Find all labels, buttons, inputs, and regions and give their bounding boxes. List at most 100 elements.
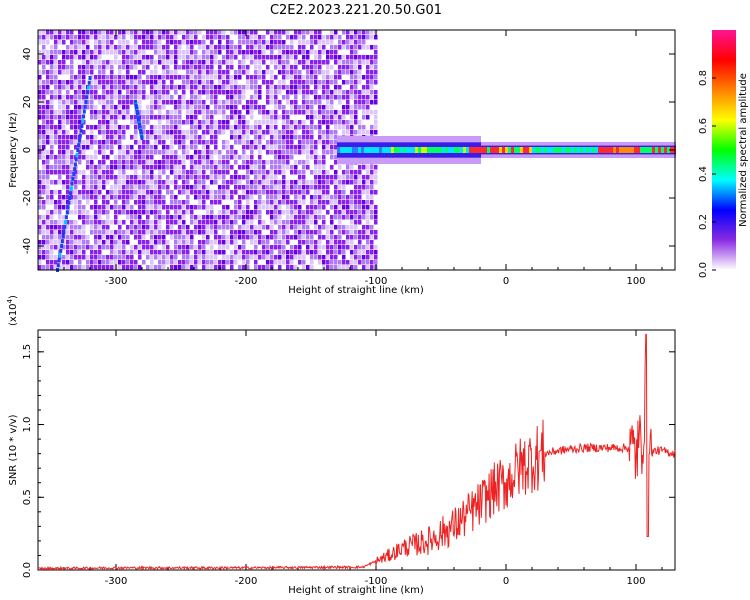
spectrogram-noise-cell: [362, 185, 366, 190]
spectrogram-noise-cell: [250, 150, 254, 155]
spectrogram-noise-cell: [338, 225, 342, 230]
spectrogram-noise-cell: [150, 255, 154, 260]
spectrogram-noise-cell: [154, 60, 158, 65]
spectrogram-noise-cell: [174, 135, 178, 140]
spectrogram-noise-cell: [202, 195, 206, 200]
spectrogram-noise-cell: [110, 250, 114, 255]
spectrogram-noise-cell: [190, 105, 194, 110]
spectrogram-noise-cell: [74, 45, 78, 50]
spectrogram-noise-cell: [46, 130, 50, 135]
spectrogram-noise-cell: [78, 200, 82, 205]
spectrogram-noise-cell: [66, 70, 70, 75]
spectrogram-noise-cell: [354, 85, 358, 90]
spectrogram-noise-cell: [46, 215, 50, 220]
spectrogram-noise-cell: [106, 115, 110, 120]
spectrogram-noise-cell: [310, 245, 314, 250]
spectrogram-noise-cell: [210, 155, 214, 160]
spectrogram-noise-cell: [278, 80, 282, 85]
spectrogram-noise-cell: [314, 195, 318, 200]
spectrogram-noise-cell: [270, 250, 274, 255]
spectrogram-noise-cell: [326, 180, 330, 185]
spectrogram-noise-cell: [66, 95, 70, 100]
spectrogram-noise-cell: [354, 255, 358, 260]
spectrogram-noise-cell: [342, 70, 346, 75]
spectrogram-noise-cell: [78, 235, 82, 240]
spectrogram-noise-cell: [74, 205, 78, 210]
spectrogram-noise-cell: [374, 65, 378, 70]
spectrogram-noise-cell: [250, 220, 254, 225]
spectrogram-noise-cell: [66, 155, 70, 160]
spectrogram-noise-cell: [254, 265, 258, 270]
spectrogram-noise-cell: [50, 70, 54, 75]
spectrogram-noise-cell: [182, 245, 186, 250]
spectrogram-noise-cell: [242, 55, 246, 60]
spectrogram-noise-cell: [338, 60, 342, 65]
spectrogram-noise-cell: [262, 115, 266, 120]
spectrogram-noise-cell: [306, 190, 310, 195]
spectrogram-noise-cell: [194, 185, 198, 190]
spectrogram-noise-cell: [278, 170, 282, 175]
spectrogram-noise-cell: [242, 125, 246, 130]
spectrogram-noise-cell: [218, 185, 222, 190]
spectrogram-noise-cell: [134, 235, 138, 240]
spectrogram-noise-cell: [42, 265, 46, 270]
spectrogram-noise-cell: [230, 155, 234, 160]
spectrogram-noise-cell: [258, 215, 262, 220]
spectrogram-noise-cell: [358, 95, 362, 100]
spectrogram-noise-cell: [278, 150, 282, 155]
spectrogram-noise-cell: [58, 160, 62, 165]
signal-core-cell: [367, 147, 370, 153]
spectrogram-noise-cell: [318, 40, 322, 45]
spectrogram-noise-cell: [102, 120, 106, 125]
spectrogram-noise-cell: [266, 235, 270, 240]
spectrogram-noise-cell: [154, 185, 158, 190]
spectrogram-noise-cell: [66, 130, 70, 135]
spectrogram-noise-cell: [94, 175, 98, 180]
spectrogram-x-tick-label: -100: [365, 276, 388, 287]
spectrogram-noise-cell: [162, 55, 166, 60]
spectrogram-noise-cell: [278, 220, 282, 225]
spectrogram-noise-cell: [70, 150, 74, 155]
spectrogram-noise-cell: [214, 70, 218, 75]
spectrogram-noise-cell: [338, 220, 342, 225]
spectrogram-noise-cell: [94, 125, 98, 130]
spectrogram-streak-cell: [82, 109, 86, 114]
spectrogram-noise-cell: [154, 210, 158, 215]
spectrogram-noise-cell: [166, 90, 170, 95]
spectrogram-noise-cell: [82, 145, 86, 150]
spectrogram-noise-cell: [94, 265, 98, 270]
spectrogram-noise-cell: [90, 170, 94, 175]
spectrogram-noise-cell: [118, 150, 122, 155]
spectrogram-noise-cell: [202, 100, 206, 105]
spectrogram-noise-cell: [202, 40, 206, 45]
spectrogram-noise-cell: [146, 95, 150, 100]
spectrogram-noise-cell: [66, 265, 70, 270]
spectrogram-noise-cell: [294, 35, 298, 40]
spectrogram-noise-cell: [270, 140, 274, 145]
spectrogram-noise-cell: [266, 150, 270, 155]
spectrogram-noise-cell: [314, 185, 318, 190]
spectrogram-noise-cell: [206, 190, 210, 195]
spectrogram-noise-cell: [78, 120, 82, 125]
spectrogram-noise-cell: [134, 220, 138, 225]
spectrogram-noise-cell: [190, 155, 194, 160]
spectrogram-noise-cell: [38, 240, 42, 245]
spectrogram-noise-cell: [154, 165, 158, 170]
spectrogram-noise-cell: [182, 130, 186, 135]
spectrogram-noise-cell: [202, 75, 206, 80]
spectrogram-noise-cell: [234, 125, 238, 130]
spectrogram-noise-cell: [190, 70, 194, 75]
spectrogram-noise-cell: [250, 240, 254, 245]
spectrogram-noise-cell: [90, 165, 94, 170]
spectrogram-noise-cell: [238, 250, 242, 255]
spectrogram-noise-cell: [78, 110, 82, 115]
spectrogram-noise-cell: [318, 100, 322, 105]
spectrogram-noise-cell: [362, 100, 366, 105]
spectrogram-noise-cell: [66, 165, 70, 170]
spectrogram-noise-cell: [250, 190, 254, 195]
spectrogram-noise-cell: [238, 225, 242, 230]
spectrogram-noise-cell: [186, 85, 190, 90]
spectrogram-noise-cell: [254, 250, 258, 255]
spectrogram-noise-cell: [114, 55, 118, 60]
spectrogram-noise-cell: [270, 55, 274, 60]
